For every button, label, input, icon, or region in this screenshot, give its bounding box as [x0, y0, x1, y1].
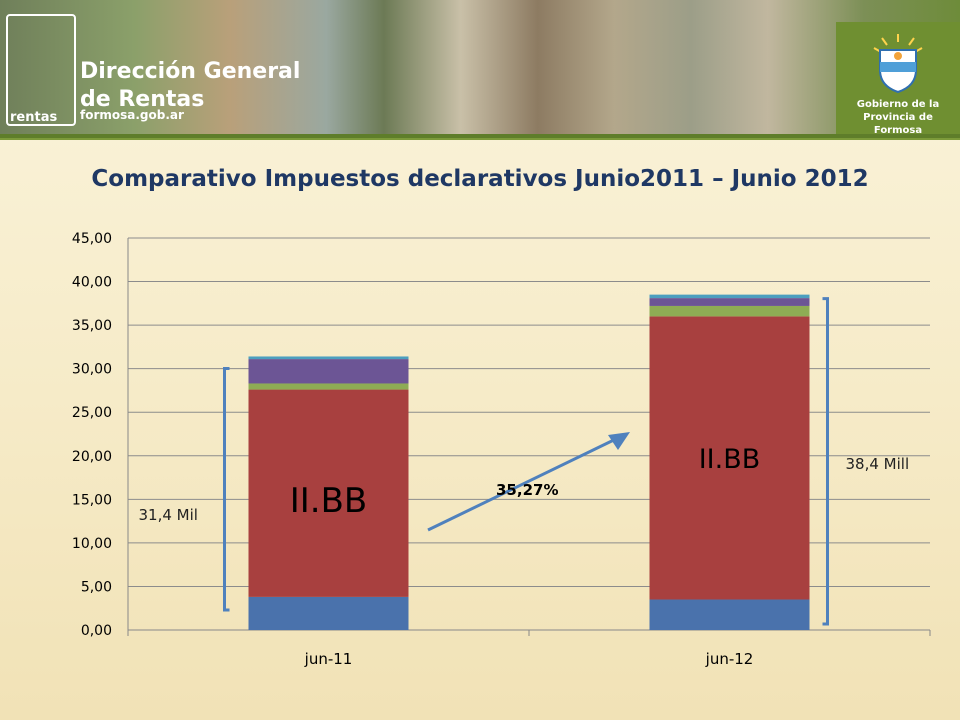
right-bracket — [822, 297, 829, 626]
org-name-line1: Dirección General — [80, 59, 301, 84]
y-tick-label: 20,00 — [72, 449, 112, 465]
government-panel — [836, 22, 960, 134]
org-small-text: rentas — [10, 110, 58, 125]
bar-segment — [649, 298, 810, 306]
bar-segment — [248, 359, 409, 384]
bar-segment — [649, 599, 810, 630]
bar-segment — [248, 389, 409, 597]
bar-segment — [649, 305, 810, 317]
bar-segment — [649, 294, 810, 299]
y-tick-label: 35,00 — [72, 318, 112, 334]
org-name: Dirección General de Rentas — [80, 58, 300, 114]
gov-line2: Provincia de Formosa — [863, 112, 933, 136]
x-tick-label: jun-12 — [705, 650, 754, 668]
gov-line1: Gobierno de la — [856, 99, 940, 110]
rentas-logo — [6, 14, 76, 126]
bar-label-right: II.BB — [699, 444, 761, 475]
government-name: Gobierno de la Provincia de Formosa — [840, 98, 956, 137]
growth-label: 35,27% — [496, 481, 558, 499]
bar-label-left: II.BB — [290, 481, 368, 521]
bar-segment — [248, 596, 409, 630]
chart-title: Comparativo Impuestos declarativos Junio… — [91, 166, 869, 192]
bar-segment — [248, 356, 409, 360]
bar-segment — [649, 316, 810, 600]
growth-arrow-line — [427, 435, 621, 532]
header-banner: Dirección General de Rentas rentas formo… — [0, 0, 960, 140]
y-tick-label: 15,00 — [72, 492, 112, 508]
x-tick-label: jun-11 — [304, 650, 353, 668]
y-tick-label: 10,00 — [72, 536, 112, 552]
y-tick-label: 40,00 — [72, 275, 112, 291]
org-url: formosa.gob.ar — [80, 108, 184, 122]
y-tick-label: 45,00 — [72, 231, 112, 247]
left-bracket — [223, 366, 230, 612]
left-total-label: 31,4 Mil — [139, 506, 198, 524]
y-tick-label: 5,00 — [81, 579, 112, 595]
org-name-line2: de Rentas — [80, 87, 205, 112]
y-tick-label: 0,00 — [81, 623, 112, 639]
right-total-label: 38,4 Mill — [846, 455, 910, 473]
header-photo-collage — [0, 0, 960, 138]
y-tick-label: 25,00 — [72, 405, 112, 421]
growth-arrow-head — [608, 432, 630, 450]
bar-segment — [248, 383, 409, 390]
province-shield-icon — [873, 34, 923, 94]
y-tick-label: 30,00 — [72, 362, 112, 378]
